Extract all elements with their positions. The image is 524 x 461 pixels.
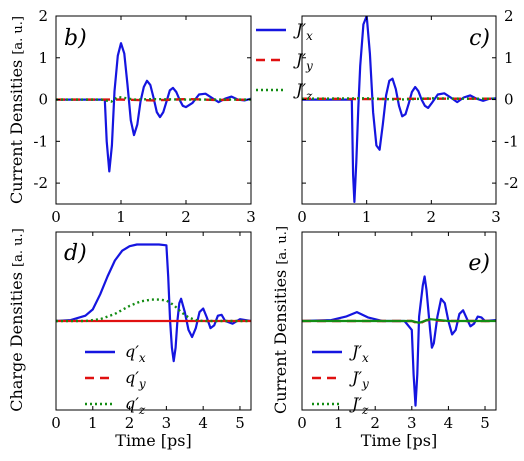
x-tick-label: 1 xyxy=(88,414,98,432)
x-tick-label: 0 xyxy=(51,208,61,226)
x-tick-label: 1 xyxy=(334,414,344,432)
panel-d: 0 1 2 3 4 5 Charge Densities [a. u.] Time [ps] d… xyxy=(7,228,252,450)
axes-frame xyxy=(55,15,252,205)
legend-label: J′x xyxy=(293,20,313,43)
x-tick-label: 2 xyxy=(427,208,437,226)
y-axis-label-unit: [a. u.] xyxy=(275,226,290,265)
panel-label: b) xyxy=(64,26,87,51)
series-line-x xyxy=(302,16,496,203)
x-tick-label: 1 xyxy=(116,208,126,226)
panel-label: c) xyxy=(469,26,490,51)
legend: J′x J′y J′z xyxy=(256,20,313,103)
series-layer xyxy=(302,275,496,407)
axes-frame xyxy=(301,15,497,205)
series-line-z xyxy=(56,298,251,323)
legend: J′x J′y J′z xyxy=(312,342,369,417)
x-tick-label: 3 xyxy=(407,414,417,432)
y-axis-label-text: Charge Densities xyxy=(7,267,26,412)
x-tick-label: 2 xyxy=(181,208,191,226)
y-tick-label: 0 xyxy=(504,91,514,109)
y-axis-label: Current Densities [a. u.] xyxy=(7,16,26,204)
series-line-x xyxy=(302,275,496,407)
legend-label: J′z xyxy=(293,80,313,103)
y-tick-label: 1 xyxy=(504,49,514,67)
x-tick-label: 3 xyxy=(491,208,501,226)
x-tick-label: 1 xyxy=(362,208,372,226)
y-axis-label: Current Densities [a. u.] xyxy=(271,226,290,414)
legend-label: q′y xyxy=(125,368,146,391)
panel-e: 0 1 2 3 4 5 Current Densities [a. u.] Time [ps]… xyxy=(271,226,497,450)
panel-label: d) xyxy=(64,241,87,266)
x-tick-label: 4 xyxy=(198,414,208,432)
y-axis-label-unit: [a. u.] xyxy=(11,16,26,55)
series-layer xyxy=(56,243,251,363)
y-axis-label-text: Current Densities xyxy=(7,55,26,204)
panel-c: 0 1 2 3-2 -1 0 1 2 c) xyxy=(297,7,518,226)
x-tick-label: 0 xyxy=(51,414,61,432)
x-tick-label: 0 xyxy=(297,414,307,432)
y-tick-label: 2 xyxy=(38,7,48,25)
x-axis-label: Time [ps] xyxy=(361,431,437,450)
x-tick-label: 2 xyxy=(125,414,135,432)
x-tick-label: 3 xyxy=(246,208,256,226)
x-tick-label: 5 xyxy=(235,414,245,432)
legend-label: J′y xyxy=(293,50,313,73)
x-tick-label: 4 xyxy=(444,414,454,432)
series-line-z xyxy=(56,95,251,103)
y-tick-label: 1 xyxy=(38,49,48,67)
x-tick-label: 5 xyxy=(480,414,490,432)
legend-label: J′x xyxy=(349,342,369,365)
x-tick-label: 2 xyxy=(370,414,380,432)
panel-b: 0 1 2 3 -2 -1 0 1 2 Current Densities [a. u.] b) J′… xyxy=(7,7,313,226)
y-tick-label: 2 xyxy=(504,7,514,25)
legend-label: q′z xyxy=(125,394,146,417)
panel-label: e) xyxy=(468,251,490,276)
series-line-x xyxy=(56,42,251,173)
y-tick-label: -1 xyxy=(504,132,519,150)
legend-label: q′x xyxy=(125,342,146,365)
x-axis-label: Time [ps] xyxy=(115,431,191,450)
axes-frame xyxy=(301,231,497,411)
series-line-x xyxy=(56,243,251,363)
x-tick-label: 3 xyxy=(162,414,172,432)
y-tick-label: -1 xyxy=(33,132,48,150)
legend-label: J′z xyxy=(349,394,369,417)
legend-label: J′y xyxy=(349,368,369,391)
y-axis-label-unit: [a. u.] xyxy=(11,228,26,267)
y-axis-label-text: Current Densities xyxy=(271,265,290,414)
series-line-z xyxy=(302,318,496,324)
y-axis-label: Charge Densities [a. u.] xyxy=(7,228,26,411)
y-tick-label: 0 xyxy=(38,91,48,109)
x-tick-label: 0 xyxy=(297,208,307,226)
series-layer xyxy=(302,16,496,203)
axes-frame xyxy=(55,231,252,411)
y-tick-label: -2 xyxy=(33,174,48,192)
y-tick-label: -2 xyxy=(504,174,519,192)
series-layer xyxy=(56,42,251,173)
legend: q′x q′y q′z xyxy=(85,342,146,417)
